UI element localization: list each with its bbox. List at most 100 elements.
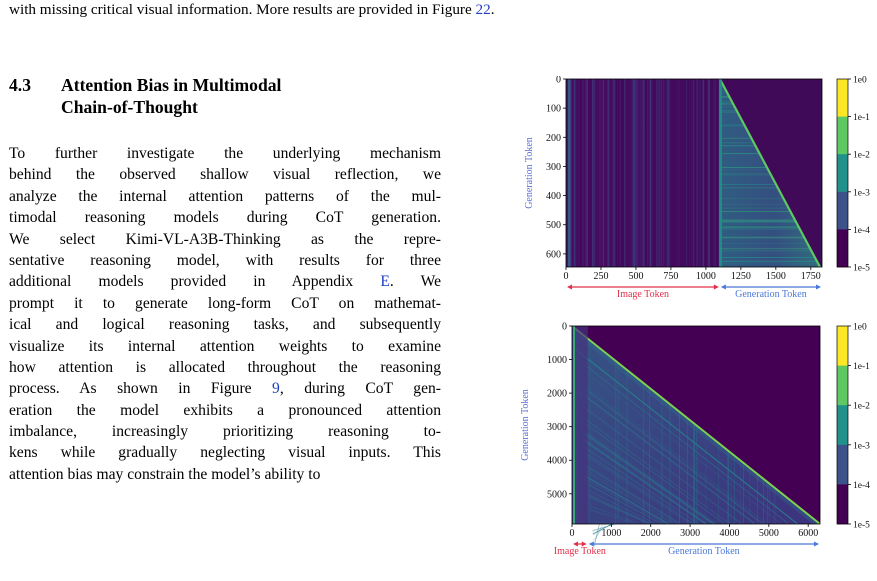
attention-streak — [661, 79, 662, 267]
section-title-line2: Chain-of-Thought — [61, 97, 198, 117]
attention-streak — [577, 79, 579, 267]
attention-streak — [581, 420, 726, 525]
attention-streak — [648, 79, 650, 267]
attention-streak — [577, 381, 765, 525]
attention-streak — [593, 523, 606, 541]
attention-streak — [586, 79, 588, 267]
attention-streak — [574, 347, 799, 525]
attention-streak — [686, 79, 687, 267]
figure-ref-link[interactable]: 22 — [475, 1, 491, 18]
attention-streak — [703, 79, 705, 267]
body-paragraph: To further investigate the underlying me… — [9, 143, 441, 485]
attention-streak — [586, 79, 588, 267]
x-tick-label: 1250 — [731, 271, 751, 282]
diagonal-self-attention — [718, 78, 821, 268]
attention-streak — [572, 331, 815, 525]
attention-streak — [566, 79, 568, 267]
colorbar-band — [837, 154, 848, 193]
attention-streak — [659, 79, 661, 267]
attention-streak — [620, 79, 621, 267]
attention-streak — [603, 79, 604, 267]
attention-streak — [593, 523, 603, 544]
colorbar-label: 1e0 — [853, 76, 867, 86]
attention-streak — [584, 79, 587, 267]
attention-streak — [628, 79, 630, 267]
line-text: additional models provided in Appendix — [9, 273, 381, 291]
paragraph-line: analyze the internal attention patterns … — [9, 187, 441, 205]
attention-streak — [584, 455, 691, 525]
attention-streak — [586, 476, 670, 525]
region-label: Image Token — [554, 546, 606, 557]
x-tick-label: 500 — [628, 271, 643, 282]
line-text: . We — [389, 273, 441, 291]
colorbar-band — [837, 444, 848, 485]
x-tick-label: 3000 — [680, 528, 700, 539]
line-text: process. As shown in Figure — [9, 380, 273, 398]
colorbar-frame — [836, 78, 849, 268]
section-title-line1: Attention Bias in Multimodal — [61, 75, 282, 95]
y-tick-label: 200 — [546, 133, 561, 144]
attention-streak — [588, 496, 649, 525]
attention-streak — [582, 430, 716, 525]
diagonal-self-attention — [571, 325, 821, 525]
first-column — [573, 326, 575, 524]
attention-streak — [656, 79, 658, 267]
y-tick-label: 600 — [546, 249, 561, 260]
attention-streak — [637, 79, 639, 267]
attention-streak — [578, 390, 755, 525]
attention-streak — [651, 79, 653, 267]
x-tick-label: 0 — [570, 528, 575, 539]
attention-streak — [586, 472, 674, 525]
attention-streak — [572, 327, 819, 525]
attention-streak — [575, 79, 577, 267]
arrow-head — [814, 541, 819, 547]
attention-streak — [600, 79, 603, 267]
attention-streak — [582, 79, 584, 267]
attention-streak — [651, 79, 653, 267]
cross-ref-link[interactable]: E — [380, 273, 390, 291]
x-tick-label: 1750 — [801, 271, 821, 282]
arrow-head — [573, 541, 578, 547]
attention-streak — [714, 79, 715, 267]
paragraph-line: We select Kimi-VL-A3B-Thinking as the re… — [9, 230, 441, 248]
attention-streak — [594, 79, 596, 267]
y-tick-label: 0 — [556, 76, 561, 86]
attention-streak — [657, 79, 660, 267]
attention-streak — [649, 79, 652, 267]
y-axis-label: Generation Token — [520, 389, 531, 461]
attention-streak — [656, 79, 658, 267]
attention-streak — [588, 494, 652, 525]
paragraph-line: visualize its internal attention weights… — [9, 337, 441, 355]
attention-streak — [594, 79, 596, 267]
x-tick-label: 0 — [564, 271, 569, 282]
attention-streak — [627, 79, 628, 267]
attention-streak — [613, 79, 615, 267]
attention-streak — [582, 432, 714, 525]
attention-streak — [575, 364, 782, 525]
attention-streak — [599, 79, 601, 267]
attention-streak — [578, 390, 756, 525]
attention-streak — [612, 79, 615, 267]
attention-streak — [630, 79, 632, 267]
paragraph-line: imbalance, increasingly prioritizing rea… — [9, 423, 441, 441]
paragraph-line: how attention is allocated throughout th… — [9, 358, 441, 376]
attention-streak — [667, 79, 669, 267]
attention-streak — [676, 79, 678, 267]
attention-streak — [577, 378, 768, 525]
colorbar-label: 1e-4 — [853, 226, 870, 236]
cross-ref-link[interactable]: 9 — [272, 380, 280, 398]
colorbar-label: 1e-5 — [853, 264, 870, 274]
attention-streak — [608, 79, 610, 267]
region-label: Image Token — [617, 289, 669, 300]
attention-streak — [581, 79, 584, 267]
attention-streak — [708, 79, 711, 267]
colorbar-band — [837, 405, 848, 446]
x-tick-label: 1000 — [601, 528, 621, 539]
first-column — [568, 79, 571, 267]
y-tick-label: 0 — [562, 322, 567, 333]
attention-streak — [667, 79, 669, 267]
attention-streak — [574, 348, 798, 525]
attention-streak — [588, 490, 656, 525]
attention-streak — [642, 79, 645, 267]
y-axis-label: Generation Token — [524, 137, 535, 209]
